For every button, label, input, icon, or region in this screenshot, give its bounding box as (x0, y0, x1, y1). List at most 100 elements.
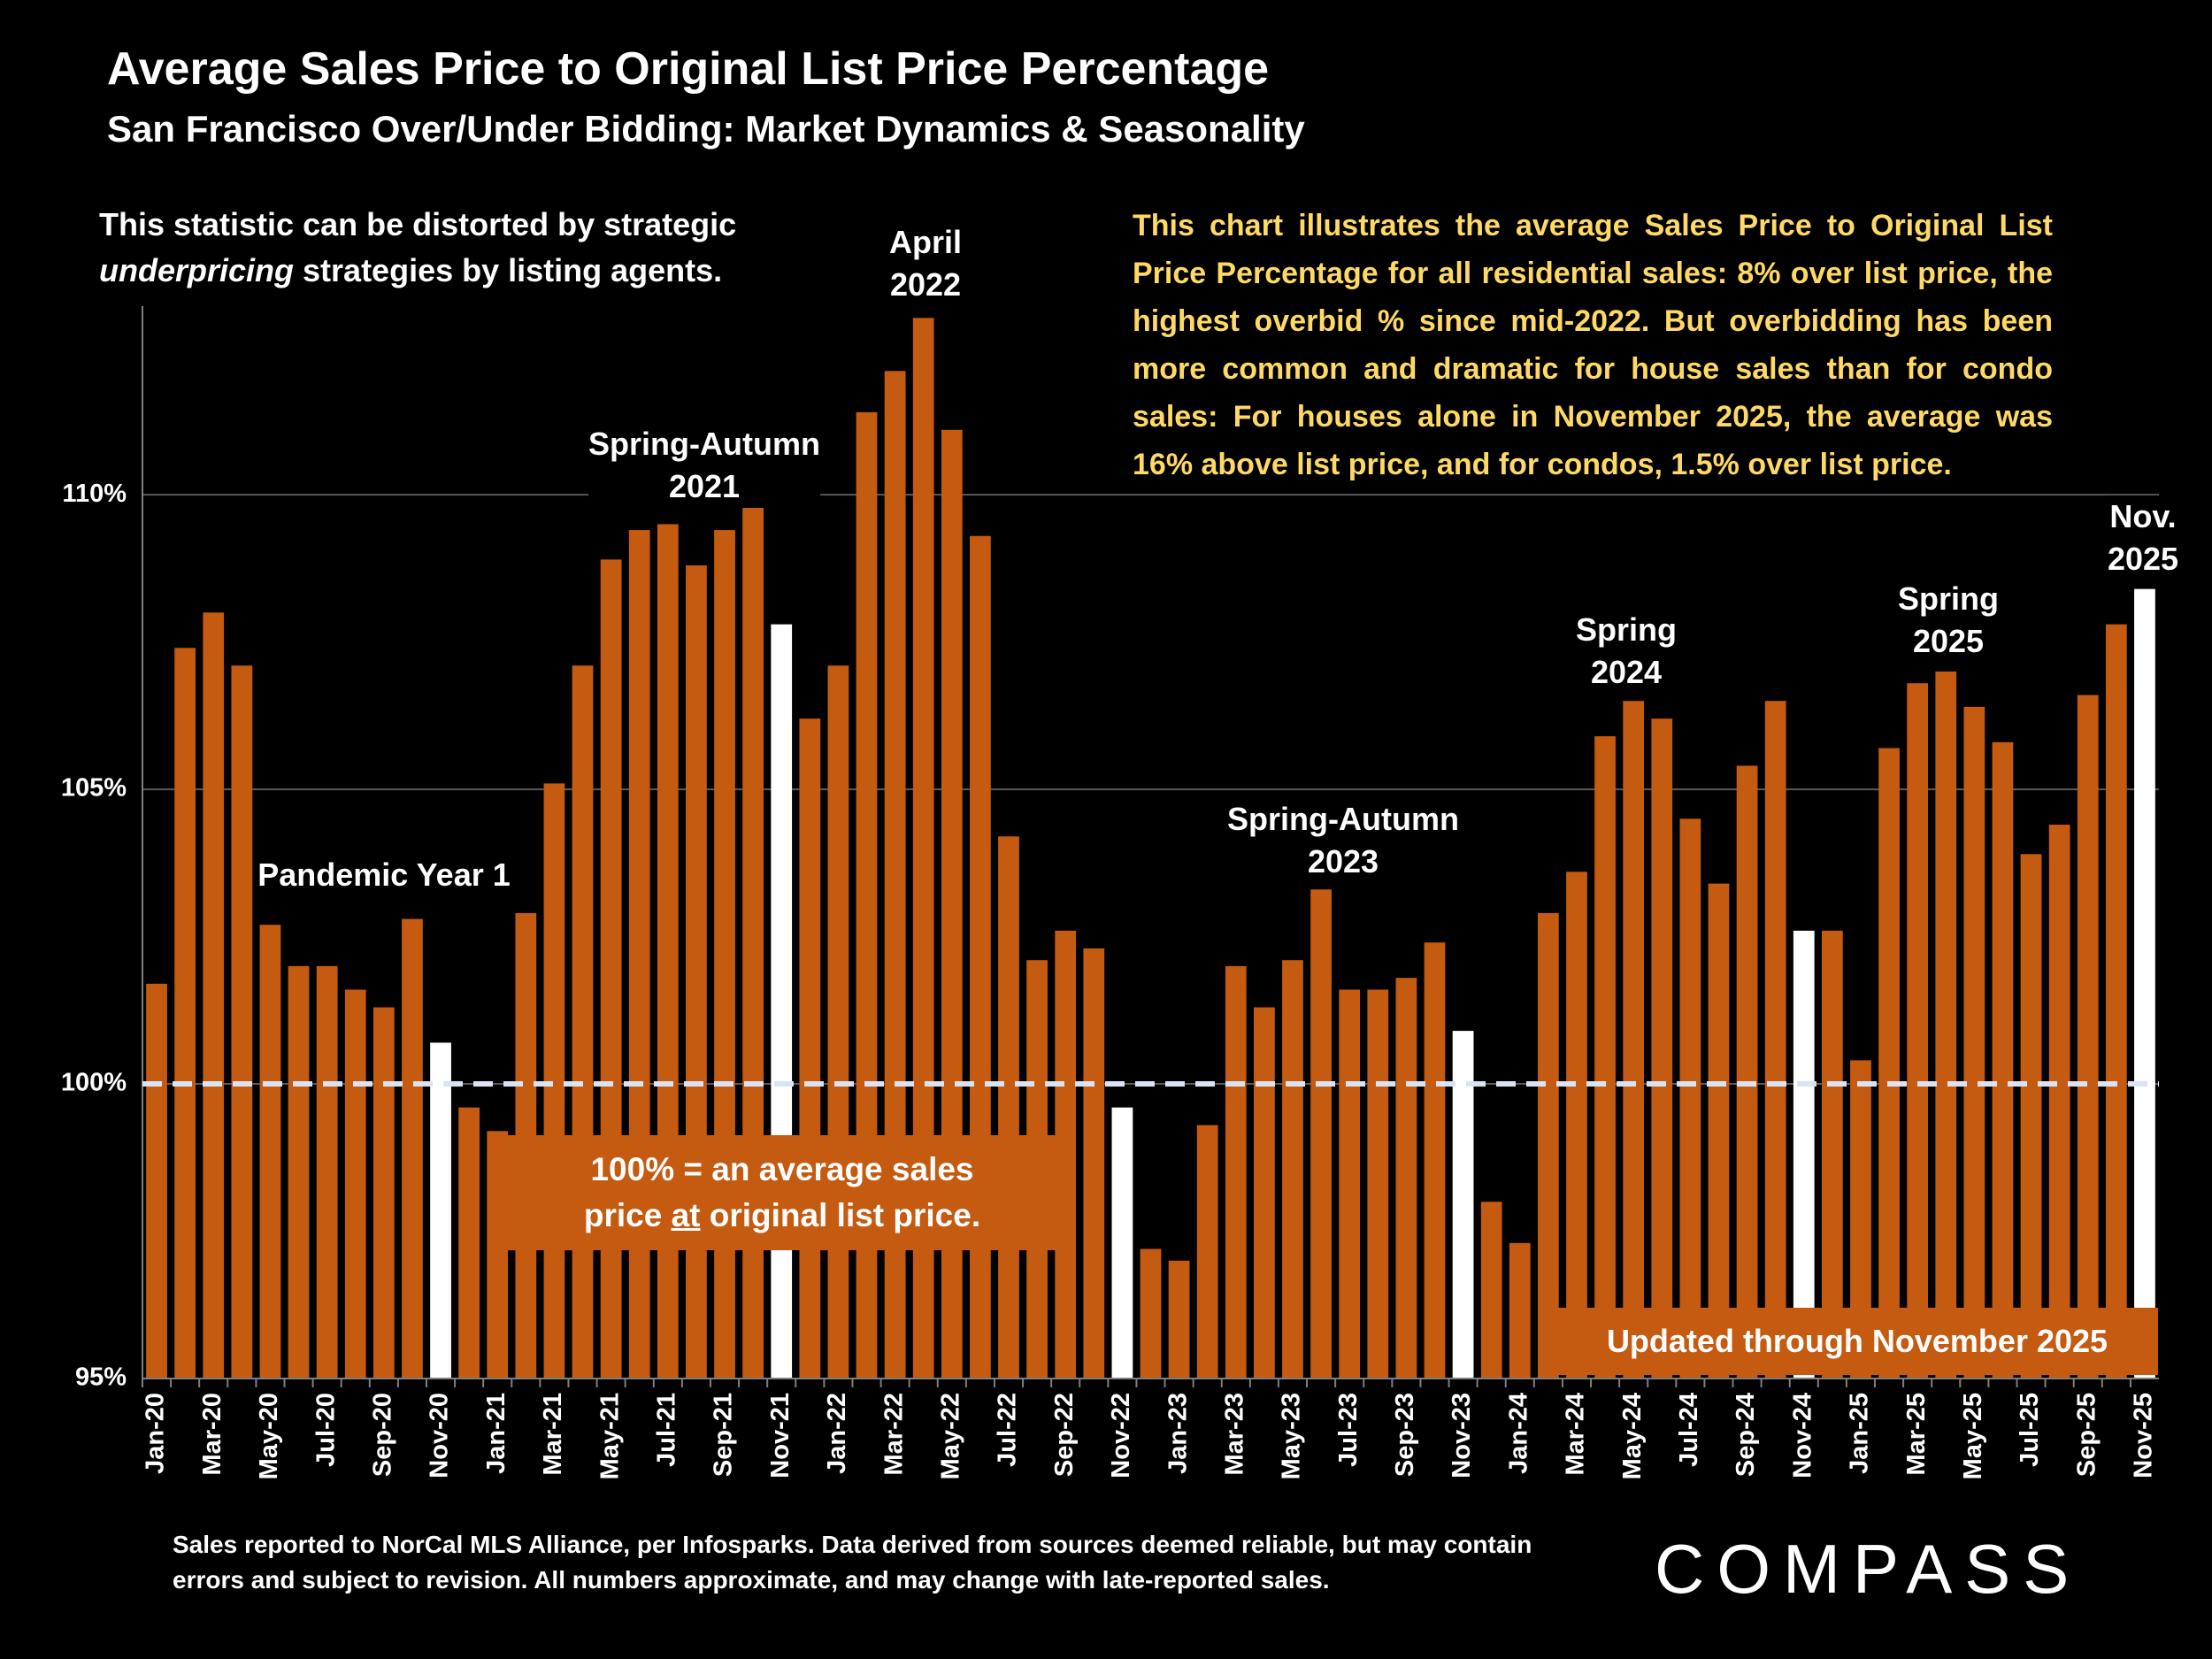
chart-subtitle: San Francisco Over/Under Bidding: Market… (107, 108, 1305, 150)
x-tick-label: Jul-20 (311, 1393, 340, 1467)
bar (1538, 912, 1559, 1379)
bar (1254, 1007, 1275, 1379)
x-tick-label: Sep-22 (1050, 1393, 1079, 1477)
note-text: strategies by listing agents. (303, 252, 723, 288)
bar (1168, 1260, 1190, 1379)
x-tick-label: Nov-22 (1107, 1393, 1135, 1479)
bar (1509, 1242, 1531, 1379)
period-label: Spring-Autumn 2023 (1227, 798, 1459, 883)
x-tick-label: May-21 (595, 1393, 624, 1479)
bar (1111, 1107, 1133, 1379)
bar (1196, 1125, 1218, 1379)
x-tick-label: Jul-23 (1334, 1393, 1363, 1467)
bar (1594, 736, 1616, 1379)
bar (771, 624, 793, 1379)
x-tick-label: Nov-20 (426, 1393, 454, 1479)
note-text: This statistic can be distorted by strat… (99, 206, 737, 242)
bar (402, 918, 423, 1379)
x-tick-label: Mar-22 (879, 1393, 908, 1476)
x-tick-label: Sep-21 (710, 1393, 738, 1477)
bar (2105, 624, 2127, 1379)
bar (1679, 818, 1701, 1379)
note-underline: at (671, 1197, 701, 1233)
period-label: April 2022 (888, 221, 963, 306)
x-tick-label: Sep-23 (1391, 1393, 1419, 1477)
period-label: Nov. 2025 (2107, 495, 2179, 580)
note-text: 100% = an average sales (590, 1151, 974, 1187)
bar (1992, 741, 2014, 1379)
bar (1935, 671, 1957, 1379)
bar (1424, 942, 1446, 1379)
y-tick-label: 100% (61, 1069, 127, 1097)
bar (884, 371, 906, 1379)
x-tick-label: Jan-20 (142, 1393, 170, 1474)
bar (1452, 1031, 1474, 1379)
bar (1367, 989, 1389, 1379)
bar (1708, 883, 1730, 1379)
note-left: This statistic can be distorted by strat… (99, 202, 833, 294)
period-label: Spring-Autumn 2021 (588, 423, 820, 508)
note-text: price (583, 1197, 663, 1233)
period-label: Spring 2025 (1898, 578, 1999, 663)
x-tick-label: Jan-23 (1164, 1393, 1192, 1474)
period-label: Spring 2024 (1576, 609, 1677, 694)
period-label: Pandemic Year 1 (257, 854, 511, 896)
x-tick-label: Mar-24 (1562, 1393, 1590, 1476)
chart-title: Average Sales Price to Original List Pri… (107, 43, 1270, 95)
brand-logo: COMPASS (1655, 1530, 2082, 1608)
bar (288, 965, 310, 1379)
bar (344, 989, 366, 1379)
bar (1140, 1248, 1162, 1379)
bar (686, 565, 707, 1379)
x-tick-label: Jan-24 (1504, 1393, 1532, 1474)
x-tick-label: Nov-25 (2130, 1393, 2158, 1479)
x-tick-label: Mar-20 (198, 1393, 227, 1476)
bar (259, 925, 281, 1379)
bar (2048, 825, 2070, 1379)
x-tick-label: Mar-21 (539, 1393, 567, 1476)
bar (458, 1107, 480, 1379)
x-tick-label: May-22 (936, 1393, 964, 1479)
updated-note: Updated through November 2025 (1556, 1308, 2158, 1375)
bar (1736, 765, 1758, 1379)
bar (543, 783, 565, 1379)
bar (2134, 588, 2155, 1379)
x-tick-label: Jan-22 (823, 1393, 851, 1474)
y-tick-label: 95% (75, 1363, 127, 1392)
bar (1566, 872, 1587, 1379)
bar (1821, 930, 1843, 1379)
bar (2077, 695, 2099, 1379)
bar (1907, 683, 1929, 1379)
bar (1651, 718, 1673, 1379)
bar (1623, 701, 1645, 1379)
bar (1878, 748, 1900, 1379)
bar (146, 983, 167, 1379)
bar (2020, 854, 2042, 1379)
x-tick-label: May-20 (255, 1393, 283, 1479)
note-right: This chart illustrates the average Sales… (1124, 202, 2062, 488)
x-tick-label: Jul-22 (994, 1393, 1022, 1467)
bar (1339, 989, 1361, 1379)
bar (1850, 1060, 1871, 1379)
bar (827, 665, 849, 1379)
bar (657, 524, 679, 1379)
bar (714, 530, 735, 1379)
bar (600, 559, 622, 1379)
bar (1310, 889, 1332, 1379)
bar (1793, 930, 1815, 1379)
x-tick-label: Mar-23 (1220, 1393, 1248, 1476)
x-tick-label: Jul-21 (652, 1393, 680, 1467)
bar (316, 965, 338, 1379)
x-tick-label: May-24 (1618, 1393, 1647, 1479)
bar (628, 530, 650, 1379)
x-tick-label: Jul-24 (1675, 1393, 1703, 1467)
x-tick-label: Jul-25 (2016, 1393, 2044, 1467)
bar (998, 836, 1019, 1379)
bar (912, 318, 934, 1379)
bar (1395, 978, 1417, 1379)
bar (799, 718, 821, 1379)
note-text: original list price. (709, 1197, 981, 1233)
x-tick-label: Mar-25 (1902, 1393, 1931, 1476)
x-tick-label: Nov-21 (766, 1393, 795, 1479)
x-tick-label: Nov-24 (1788, 1393, 1816, 1479)
